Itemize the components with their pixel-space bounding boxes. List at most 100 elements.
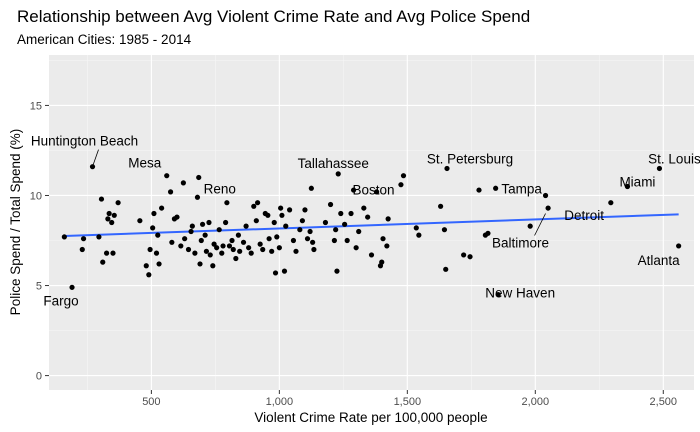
data-point (290, 237, 297, 244)
data-point (226, 243, 233, 249)
chart-title-text: Relationship between Avg Violent Crime R… (17, 7, 530, 26)
data-point (322, 219, 329, 226)
data-point (542, 192, 549, 199)
data-point (103, 250, 110, 256)
data-point (279, 212, 285, 218)
point-label: Fargo (43, 293, 78, 308)
data-point (198, 237, 204, 244)
data-point (153, 250, 160, 256)
data-point (278, 205, 284, 211)
data-point (174, 214, 180, 220)
data-point (192, 250, 198, 256)
data-point (361, 205, 367, 211)
data-point (441, 227, 448, 233)
trend-line (64, 213, 679, 238)
data-point (223, 219, 229, 226)
data-point (61, 234, 67, 240)
data-point (189, 223, 195, 229)
data-point (185, 246, 192, 253)
data-point (143, 263, 149, 269)
data-point (283, 223, 289, 229)
data-point (307, 228, 313, 235)
data-point (178, 243, 184, 249)
data-point (379, 259, 385, 265)
data-point (624, 183, 631, 190)
data-point (159, 205, 165, 211)
data-point (202, 232, 208, 238)
chart-subtitle: American Cities: 1985 - 2014 (17, 32, 192, 47)
data-point (438, 203, 444, 209)
data-point (374, 189, 380, 195)
data-point (80, 236, 87, 242)
data-point (207, 252, 213, 258)
data-point (253, 218, 259, 224)
data-point (220, 243, 226, 249)
data-point (219, 250, 225, 256)
x-axis-ticks: 500 1,000 1,500 2,000 2,500 (142, 390, 677, 408)
data-point (400, 173, 407, 179)
data-point (182, 236, 188, 242)
point-label: Huntington Beach (31, 134, 138, 149)
data-point (342, 221, 348, 227)
point-label: Reno (204, 181, 236, 196)
data-point (96, 234, 102, 240)
data-point (384, 243, 390, 249)
point-label: Mesa (128, 156, 162, 171)
data-point (331, 237, 337, 244)
data-point (398, 182, 404, 188)
data-point (485, 230, 491, 236)
point-label: Boston (352, 183, 394, 198)
x-tick-label: 1,500 (394, 396, 422, 408)
data-point (137, 218, 143, 224)
x-tick-label: 1,000 (266, 396, 294, 408)
point-label: Miami (619, 174, 655, 189)
point-label: Detroit (564, 208, 604, 223)
point-label: Atlanta (638, 253, 681, 268)
data-point (237, 248, 243, 254)
data-point (302, 207, 308, 213)
data-point (608, 200, 614, 206)
data-point (293, 248, 299, 254)
data-point (98, 196, 105, 202)
data-point (348, 210, 354, 217)
point-labels: Huntington Beach Mesa Reno Tallahassee Bosto… (31, 134, 700, 309)
data-point (545, 205, 551, 211)
point-label: Tampa (501, 181, 542, 196)
data-point (368, 252, 375, 258)
x-tick-label: 500 (142, 396, 160, 408)
data-point (333, 227, 339, 233)
data-point (240, 239, 247, 245)
point-label: New Haven (485, 286, 555, 301)
y-axis-ticks: 0 5 10 15 (30, 100, 49, 383)
data-point (199, 221, 206, 227)
data-point (257, 241, 263, 247)
point-label: Tallahassee (298, 156, 369, 171)
data-point (115, 200, 121, 206)
trend-line-group (64, 213, 679, 238)
data-point (297, 227, 303, 233)
data-point (310, 239, 316, 245)
data-point (164, 173, 170, 179)
data-point (266, 236, 272, 242)
data-point (656, 165, 663, 172)
data-point (197, 261, 203, 267)
y-tick-label: 15 (30, 100, 42, 112)
data-point (216, 227, 222, 233)
data-point (271, 219, 277, 226)
data-point (206, 219, 212, 226)
data-point (150, 225, 156, 231)
label-leader (92, 149, 99, 167)
data-point (269, 248, 275, 254)
data-point (100, 259, 106, 265)
data-point (350, 187, 357, 193)
data-point (276, 245, 282, 251)
point-label: St. Petersburg (427, 151, 513, 166)
data-point (110, 250, 116, 256)
data-point (334, 268, 340, 274)
data-point (304, 236, 311, 242)
data-point (461, 252, 467, 258)
grid-lines (49, 55, 694, 390)
y-tick-label: 5 (36, 281, 42, 293)
data-point (180, 180, 186, 186)
data-point (476, 187, 482, 193)
